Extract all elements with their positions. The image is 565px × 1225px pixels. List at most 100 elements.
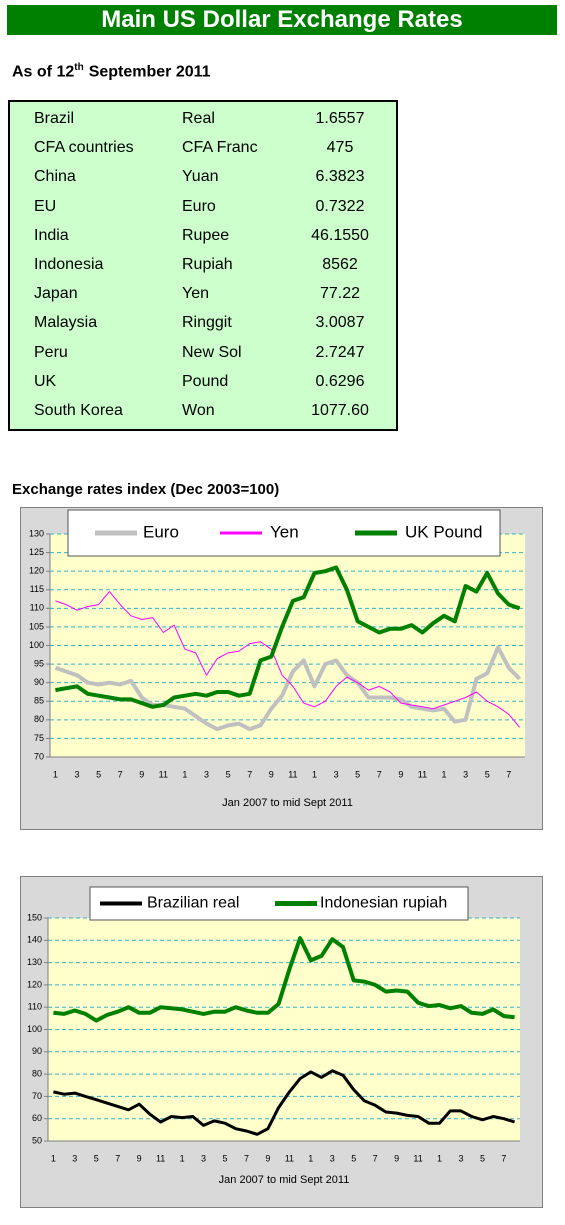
data-line (55, 591, 520, 728)
y-tick-label: 130 (29, 528, 44, 538)
table-cell: CFA countries (34, 139, 134, 157)
x-tick-label: 11 (413, 1153, 422, 1163)
x-axis-title: Jan 2007 to mid Sept 2011 (219, 1174, 350, 1186)
table-cell: EU (34, 197, 57, 215)
table-cell: CFA Franc (182, 139, 258, 157)
x-tick-label: 5 (485, 769, 490, 779)
x-tick-label: 11 (159, 769, 168, 779)
table-row: India Rupee 46.1550 (10, 221, 396, 250)
legend-label: Euro (143, 522, 179, 541)
x-tick-label: 9 (394, 1153, 399, 1163)
x-tick-label: 9 (398, 769, 403, 779)
x-tick-label: 5 (480, 1153, 485, 1163)
y-tick-label: 100 (29, 640, 44, 650)
x-tick-label: 5 (355, 769, 360, 779)
y-tick-label: 60 (32, 1113, 42, 1123)
y-tick-label: 95 (34, 658, 44, 668)
table-cell: 77.22 (319, 285, 361, 303)
table-cell: 0.7322 (315, 197, 365, 215)
table-cell: Rupee (182, 226, 230, 244)
legend-label: Brazilian real (147, 895, 239, 912)
x-tick-label: 1 (182, 769, 187, 779)
x-tick-label: 3 (458, 1153, 463, 1163)
x-tick-label: 5 (222, 1153, 227, 1163)
x-tick-label: 3 (201, 1153, 206, 1163)
x-tick-label: 11 (285, 1153, 294, 1163)
x-tick-label: 5 (94, 1153, 99, 1163)
table-cell: UK (34, 372, 57, 390)
table-cell: 2.7247 (315, 343, 365, 361)
table-row: Peru New Sol 2.7247 (10, 338, 396, 367)
y-tick-label: 80 (32, 1068, 42, 1078)
data-line (53, 936, 515, 1023)
rates-table: Brazil Real 1.6557 CFA countries CFA Franc 47… (8, 100, 398, 431)
legend-label: Indonesian rupiah (320, 895, 447, 912)
table-cell: South Korea (34, 402, 123, 419)
table-row: South Korea Won 1077.60 (10, 396, 396, 425)
y-tick-label: 90 (34, 677, 44, 687)
y-tick-label: 105 (29, 621, 44, 631)
data-line (55, 565, 521, 709)
y-tick-label: 85 (34, 696, 44, 706)
x-tick-label: 7 (506, 769, 511, 779)
data-line (53, 1069, 516, 1136)
table-cell: New Sol (182, 343, 242, 361)
y-tick-label: 110 (30, 603, 44, 613)
x-tick-label: 5 (226, 769, 231, 779)
x-tick-label: 9 (139, 769, 144, 779)
table-cell: 1.6557 (315, 110, 365, 127)
date-text: As of 12 (12, 63, 75, 81)
table-cell: Indonesia (34, 256, 104, 273)
x-tick-label: 7 (115, 1153, 120, 1163)
legend-label: Yen (270, 522, 299, 541)
table-cell: Won (182, 402, 215, 419)
table-cell: India (34, 226, 69, 244)
y-tick-label: 75 (34, 733, 44, 743)
x-tick-label: 11 (156, 1153, 165, 1163)
x-tick-label: 3 (72, 1153, 77, 1163)
table-cell: 475 (326, 139, 354, 157)
legend-box (67, 509, 501, 557)
x-tick-label: 1 (442, 769, 447, 779)
y-tick-label: 120 (27, 979, 42, 989)
x-tick-label: 1 (51, 1153, 56, 1163)
table-row: CFA countries CFA Franc 475 (10, 133, 396, 162)
x-tick-label: 3 (204, 769, 209, 779)
x-tick-label: 11 (288, 769, 297, 779)
x-tick-label: 1 (312, 769, 317, 779)
table-cell: Euro (182, 197, 216, 215)
table-row: Indonesia Rupiah 8562 (10, 250, 396, 279)
legend-label: UK Pound (405, 522, 483, 541)
x-tick-label: 3 (330, 1153, 335, 1163)
x-tick-label: 1 (53, 769, 58, 779)
x-tick-label: 5 (351, 1153, 356, 1163)
x-axis-title: Jan 2007 to mid Sept 2011 (222, 797, 353, 809)
y-tick-label: 150 (27, 912, 42, 922)
y-tick-label: 70 (34, 751, 44, 761)
x-tick-label: 7 (377, 769, 382, 779)
table-cell: Ringgit (182, 314, 232, 332)
date-text: September 2011 (88, 63, 211, 81)
x-tick-label: 3 (74, 769, 79, 779)
date-suffix: th (74, 62, 84, 73)
table-cell: Yuan (182, 168, 219, 186)
x-tick-label: 1 (308, 1153, 313, 1163)
table-cell: Brazil (34, 110, 75, 127)
table-cell: Yen (182, 285, 209, 303)
x-tick-label: 9 (265, 1153, 270, 1163)
y-tick-label: 50 (32, 1135, 42, 1145)
x-tick-label: 1 (437, 1153, 442, 1163)
y-tick-label: 80 (34, 714, 44, 724)
table-row: China Yuan 6.3823 (10, 162, 396, 191)
x-tick-label: 3 (334, 769, 339, 779)
y-tick-label: 115 (30, 584, 44, 594)
table-row: EU Euro 0.7322 (10, 192, 396, 221)
table-cell: 46.1550 (311, 226, 369, 244)
x-tick-label: 9 (137, 1153, 142, 1163)
x-tick-label: 7 (118, 769, 123, 779)
chart-title: Exchange rates index (Dec 2003=100) (12, 481, 280, 498)
x-tick-label: 1 (180, 1153, 185, 1163)
y-tick-label: 140 (27, 935, 42, 945)
